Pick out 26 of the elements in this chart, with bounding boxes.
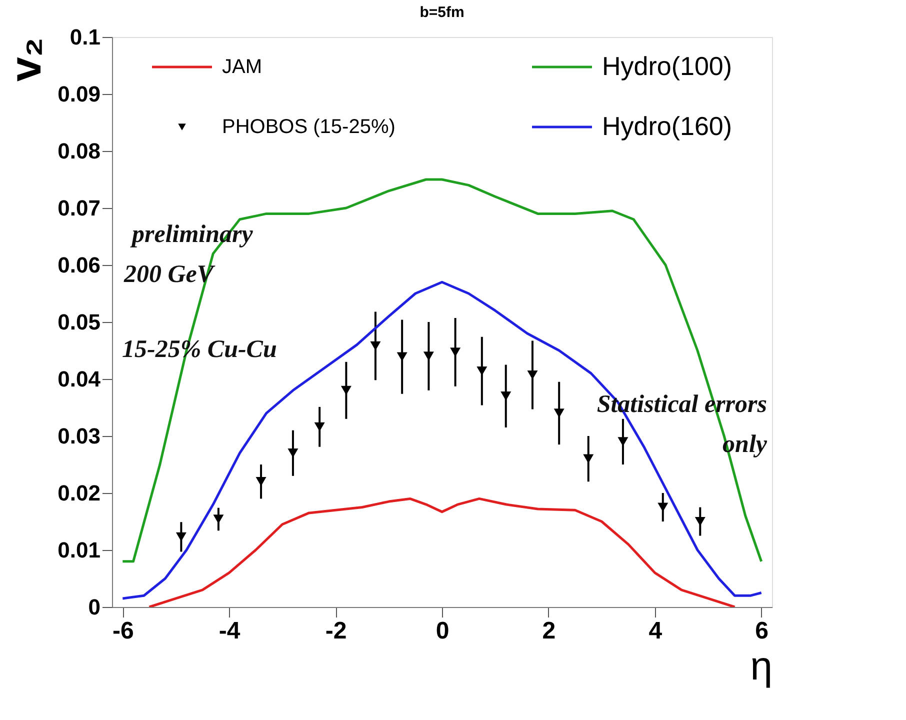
y-axis-title: v₂: [2, 38, 51, 82]
x-axis-title: η: [750, 644, 772, 688]
x-tick-label: -2: [325, 618, 347, 644]
x-tick-label: 6: [755, 618, 769, 644]
x-tick-label: 0: [436, 618, 450, 644]
x-tick-label: -4: [218, 618, 241, 644]
legend-label: JAM: [222, 56, 262, 78]
y-tick-label: 0.07: [58, 196, 100, 220]
y-tick-label: 0.08: [58, 138, 100, 164]
y-tick-label: 0.05: [58, 310, 100, 334]
y-tick-label: 0.06: [58, 252, 100, 278]
legend-label: Hydro(100): [602, 51, 732, 81]
y-tick-label: 0.01: [58, 538, 100, 562]
legend-label: PHOBOS (15-25%): [222, 116, 396, 138]
line-series: [148, 497, 736, 607]
legend-label: Hydro(160): [602, 111, 732, 141]
x-tick-label: -6: [112, 618, 134, 644]
x-tick-label: 4: [648, 618, 663, 644]
x-tick-label: 2: [542, 618, 556, 644]
y-tick-label: 0: [88, 594, 100, 620]
chart-title: b=5fm: [420, 4, 464, 21]
y-tick-label: 0.09: [58, 82, 100, 106]
y-tick-label: 0.03: [58, 424, 100, 448]
y-tick-label: 0.02: [58, 480, 100, 506]
y-tick-label: 0.04: [58, 366, 102, 392]
y-tick-label: 0.1: [70, 24, 100, 50]
